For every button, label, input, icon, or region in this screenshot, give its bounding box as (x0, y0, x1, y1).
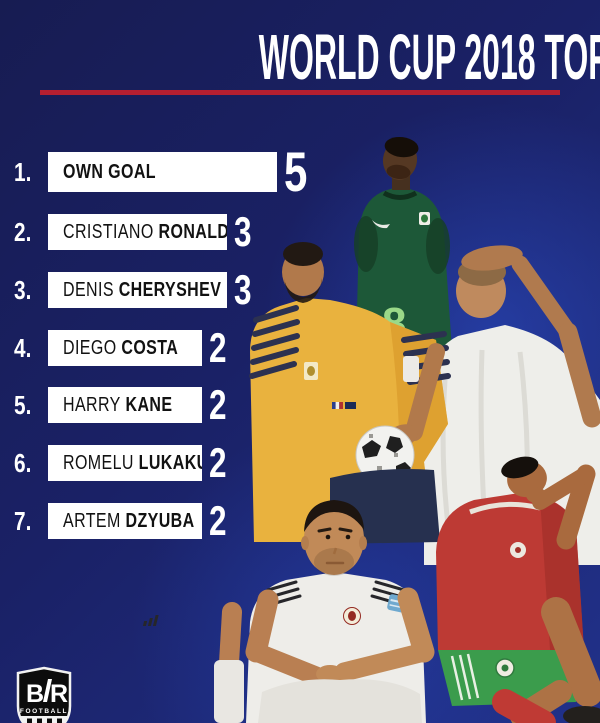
player-name-box: HARRY KANE (48, 387, 202, 423)
player-last-name: KANE (125, 393, 173, 416)
match-flags-patch (332, 402, 356, 409)
morocco-crest-icon (495, 658, 515, 678)
scorer-row-6: 6. ROMELU LUKAKU 2 (0, 439, 600, 486)
player-last-name: OWN GOAL (63, 160, 156, 183)
player-first-name: ARTEM (63, 509, 121, 532)
player-first-name: DIEGO (63, 336, 117, 359)
br-football-logo: B R FOOTBALL (13, 666, 75, 723)
rank-number: 7. (14, 505, 32, 536)
player-last-name: COSTA (121, 336, 179, 359)
goals-count: 2 (209, 497, 227, 544)
egypt-crest-icon (343, 607, 361, 625)
player-first-name: DENIS (63, 278, 114, 301)
player-last-name: LUKAKU (138, 451, 202, 474)
rank-number: 6. (14, 447, 32, 478)
player-name-box: DENIS CHERYSHEV (48, 272, 227, 308)
rank-number: 3. (14, 274, 32, 305)
goals-count: 5 (284, 140, 308, 203)
rank-number: 4. (14, 332, 32, 363)
rank-number: 5. (14, 389, 32, 420)
photo-morocco-player (436, 456, 600, 723)
goals-count: 2 (209, 324, 227, 371)
photo-australia-player (249, 242, 451, 544)
scorer-row-5: 5. HARRY KANE 2 (0, 381, 600, 428)
adidas-logo-icon (142, 615, 159, 626)
goals-count: 2 (209, 439, 227, 486)
nike-swoosh-icon (372, 220, 390, 229)
goals-count: 3 (234, 266, 252, 313)
goals-count: 2 (209, 381, 227, 428)
logo-letter-b: B (26, 680, 44, 708)
australia-crest-icon (304, 362, 318, 380)
photo-egypt-player (142, 500, 435, 723)
player-first-name: CRISTIANO (63, 220, 154, 243)
title-underline (40, 90, 560, 95)
rank-number: 1. (14, 156, 32, 187)
header: WORLD CUP 2018 TOP SCORERS (0, 21, 600, 93)
scorer-row-1: 1. OWN GOAL 5 (0, 140, 600, 203)
player-last-name: DZYUBA (125, 509, 195, 532)
player-name-box: ROMELU LUKAKU (48, 445, 202, 481)
logo-stripes (18, 716, 70, 723)
goals-count: 3 (234, 208, 252, 255)
photo-nigeria-player: 8 (354, 136, 452, 350)
player-last-name: CHERYSHEV (118, 278, 222, 301)
player-name-box: CRISTIANORONALDO (48, 214, 227, 250)
scorer-row-7: 7. ARTEM DZYUBA 2 (0, 497, 600, 544)
scorer-row-2: 2. CRISTIANORONALDO 3 (0, 208, 600, 255)
nigeria-crest-icon (419, 212, 430, 225)
player-first-name: ROMELU (63, 451, 134, 474)
logo-shield: B R FOOTBALL (16, 666, 72, 723)
scorer-row-4: 4. DIEGO COSTA 2 (0, 324, 600, 371)
scorer-row-3: 3. DENIS CHERYSHEV 3 (0, 266, 600, 313)
player-name-box: DIEGO COSTA (48, 330, 202, 366)
player-name-box: OWN GOAL (48, 152, 277, 192)
fifa-badge-icon (403, 356, 419, 382)
logo-letter-r: R (50, 680, 68, 708)
logo-slash-icon (43, 679, 52, 702)
page-title: WORLD CUP 2018 TOP SCORERS (258, 21, 600, 93)
player-last-name: RONALDO (158, 220, 227, 243)
rank-number: 2. (14, 216, 32, 247)
logo-wordmark: FOOTBALL (20, 708, 68, 715)
player-first-name: HARRY (63, 393, 121, 416)
player-name-box: ARTEM DZYUBA (48, 503, 202, 539)
